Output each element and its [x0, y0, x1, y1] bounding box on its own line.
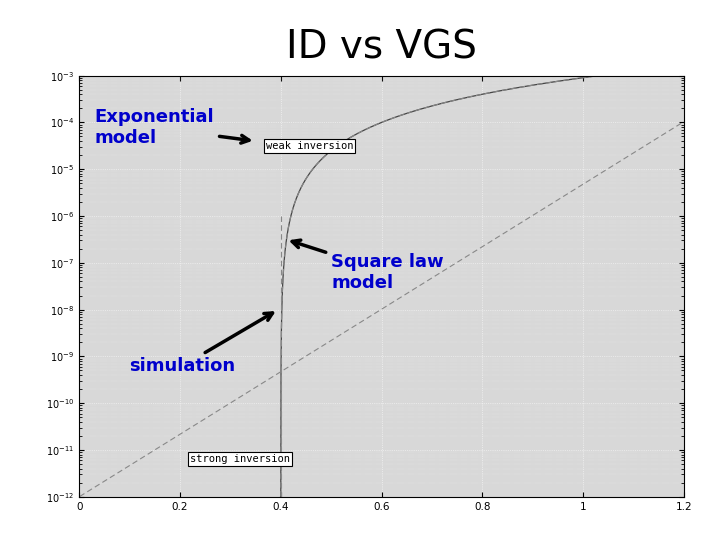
Text: simulation: simulation — [130, 313, 273, 375]
Text: Square law
model: Square law model — [292, 240, 444, 292]
Text: Exponential
model: Exponential model — [94, 109, 249, 147]
Text: strong inversion: strong inversion — [190, 454, 290, 464]
Title: ID vs VGS: ID vs VGS — [286, 29, 477, 67]
Text: weak inversion: weak inversion — [266, 141, 354, 151]
